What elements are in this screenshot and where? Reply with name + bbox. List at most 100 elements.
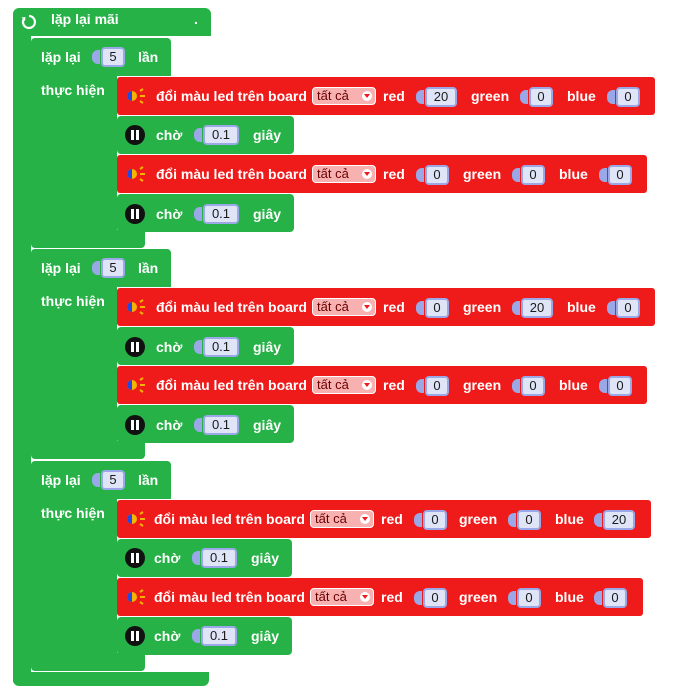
led-color-icon <box>127 166 145 182</box>
led-target-dropdown[interactable]: tất cả <box>312 298 376 316</box>
forever-dot: . <box>194 11 198 27</box>
seconds-label: giây <box>253 339 282 355</box>
repeat-count-input[interactable]: 5 <box>101 470 125 490</box>
led-target-value: tất cả <box>315 589 347 604</box>
pause-icon <box>125 204 145 224</box>
number-plug <box>512 301 520 315</box>
chevron-down-icon <box>362 169 372 179</box>
green-label: green <box>463 377 502 393</box>
repeat-count-input[interactable]: 5 <box>101 258 125 278</box>
number-plug <box>194 418 202 432</box>
red-value-input[interactable]: 0 <box>423 510 447 530</box>
wait-label: chờ <box>154 550 181 566</box>
blue-label: blue <box>559 166 588 182</box>
wait-label: chờ <box>156 339 183 355</box>
red-label: red <box>383 299 405 315</box>
do-label: thực hiện <box>41 505 105 521</box>
blue-value-input[interactable]: 0 <box>608 376 632 396</box>
number-plug <box>194 207 202 221</box>
wait-seconds-input[interactable]: 0.1 <box>201 548 237 568</box>
led-color-block[interactable] <box>117 155 647 193</box>
times-label: lần <box>138 472 159 488</box>
led-block-label: đổi màu led trên board <box>156 88 307 104</box>
repeat-label: lặp lại <box>41 260 81 276</box>
led-target-dropdown[interactable]: tất cả <box>310 588 374 606</box>
green-value-input[interactable]: 0 <box>521 376 545 396</box>
green-label: green <box>459 589 498 605</box>
led-color-block[interactable] <box>117 578 643 616</box>
number-plug <box>607 90 615 104</box>
wait-seconds-input[interactable]: 0.1 <box>203 204 239 224</box>
led-target-value: tất cả <box>317 88 349 103</box>
number-plug <box>508 591 516 605</box>
led-color-block[interactable] <box>117 366 647 404</box>
wait-label: chờ <box>156 127 183 143</box>
led-block-label: đổi màu led trên board <box>156 166 307 182</box>
red-value-input[interactable]: 20 <box>425 87 457 107</box>
number-plug <box>92 261 100 275</box>
chevron-down-icon <box>360 514 370 524</box>
led-block-label: đổi màu led trên board <box>154 511 305 527</box>
do-label: thực hiện <box>41 82 105 98</box>
red-value-input[interactable]: 0 <box>425 165 449 185</box>
led-color-block[interactable] <box>117 288 655 326</box>
blue-label: blue <box>567 299 596 315</box>
number-plug <box>520 90 528 104</box>
green-value-input[interactable]: 0 <box>517 510 541 530</box>
led-target-dropdown[interactable]: tất cả <box>312 165 376 183</box>
blue-value-input[interactable]: 0 <box>603 588 627 608</box>
led-color-icon <box>127 88 145 104</box>
repeat-block-2-bottom <box>31 441 145 459</box>
pause-icon <box>125 125 145 145</box>
led-target-dropdown[interactable]: tất cả <box>310 510 374 528</box>
green-label: green <box>463 299 502 315</box>
number-plug <box>92 473 100 487</box>
led-target-dropdown[interactable]: tất cả <box>312 376 376 394</box>
do-label: thực hiện <box>41 293 105 309</box>
number-plug <box>416 168 424 182</box>
repeat-block-3-arm <box>31 497 117 655</box>
blue-value-input[interactable]: 20 <box>603 510 635 530</box>
wait-seconds-input[interactable]: 0.1 <box>201 626 237 646</box>
green-value-input[interactable]: 0 <box>529 87 553 107</box>
red-value-input[interactable]: 0 <box>425 376 449 396</box>
wait-seconds-input[interactable]: 0.1 <box>203 125 239 145</box>
repeat-block-3-bottom <box>31 653 145 671</box>
red-label: red <box>381 589 403 605</box>
green-label: green <box>463 166 502 182</box>
blue-value-input[interactable]: 0 <box>608 165 632 185</box>
seconds-label: giây <box>253 127 282 143</box>
led-target-dropdown[interactable]: tất cả <box>312 87 376 105</box>
wait-seconds-input[interactable]: 0.1 <box>203 337 239 357</box>
led-color-block[interactable] <box>117 77 655 115</box>
blue-value-input[interactable]: 0 <box>616 298 640 318</box>
number-plug <box>414 591 422 605</box>
green-value-input[interactable]: 0 <box>521 165 545 185</box>
blue-value-input[interactable]: 0 <box>616 87 640 107</box>
number-plug <box>416 379 424 393</box>
forever-loop-block[interactable] <box>13 8 211 36</box>
led-color-block[interactable] <box>117 500 651 538</box>
number-plug <box>414 513 422 527</box>
red-label: red <box>383 88 405 104</box>
refresh-icon <box>21 14 37 30</box>
led-color-icon <box>127 511 145 527</box>
repeat-count-input[interactable]: 5 <box>101 47 125 67</box>
led-color-icon <box>127 299 145 315</box>
number-plug <box>92 50 100 64</box>
number-plug <box>607 301 615 315</box>
number-plug <box>599 379 607 393</box>
green-value-input[interactable]: 0 <box>517 588 541 608</box>
seconds-label: giây <box>251 628 280 644</box>
green-value-input[interactable]: 20 <box>521 298 553 318</box>
blue-label: blue <box>555 589 584 605</box>
number-plug <box>192 551 200 565</box>
led-block-label: đổi màu led trên board <box>154 589 305 605</box>
red-label: red <box>381 511 403 527</box>
repeat-block-1-arm <box>31 74 117 232</box>
led-color-icon <box>127 589 145 605</box>
wait-seconds-input[interactable]: 0.1 <box>203 415 239 435</box>
red-value-input[interactable]: 0 <box>425 298 449 318</box>
red-value-input[interactable]: 0 <box>423 588 447 608</box>
number-plug <box>416 301 424 315</box>
